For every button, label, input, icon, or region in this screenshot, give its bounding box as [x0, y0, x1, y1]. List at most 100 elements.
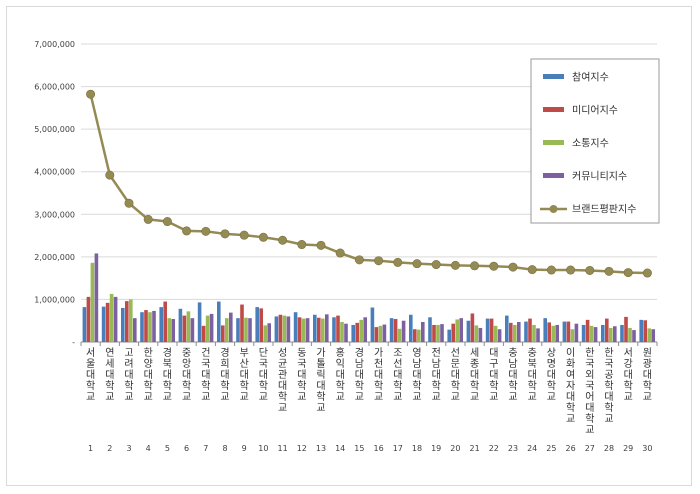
- line-point: [182, 226, 192, 236]
- legend-label: 브랜드평판지수: [572, 204, 636, 216]
- bar: [105, 302, 110, 342]
- bar: [378, 325, 383, 342]
- y-tick-label: -: [72, 338, 75, 347]
- bar: [628, 327, 632, 342]
- bar: [282, 315, 287, 342]
- bar: [409, 314, 413, 342]
- chart-frame: - 1,000,000 2,000,000 3,000,000 4,000,000 5,0…: [6, 6, 692, 486]
- bar: [267, 323, 271, 342]
- bar: [570, 329, 575, 342]
- bar: [589, 325, 594, 342]
- bar: [513, 324, 517, 342]
- bars: [82, 253, 655, 342]
- bar: [485, 318, 490, 342]
- bar: [417, 329, 421, 342]
- bar: [440, 324, 444, 342]
- y-tick-label: 1,000,000: [34, 295, 75, 304]
- bar: [325, 314, 329, 342]
- line-point: [143, 214, 153, 224]
- y-tick-label: 5,000,000: [34, 125, 75, 134]
- bar: [305, 318, 310, 342]
- bar: [609, 327, 613, 342]
- bar: [532, 324, 536, 342]
- x-rank-label: 12: [297, 444, 307, 453]
- bar: [413, 329, 417, 342]
- line-point: [546, 265, 556, 275]
- line-point: [489, 261, 499, 271]
- bar: [374, 327, 379, 342]
- bar: [624, 316, 628, 342]
- x-rank-label: 25: [546, 444, 556, 453]
- line-point: [335, 248, 345, 258]
- bar: [229, 312, 233, 342]
- bar: [109, 293, 114, 342]
- x-rank-label: 26: [566, 444, 576, 453]
- x-rank-label: 5: [165, 444, 170, 453]
- x-rank-label: 29: [623, 444, 633, 453]
- bar: [248, 318, 252, 342]
- bar: [601, 324, 605, 342]
- legend-marker: [549, 205, 558, 213]
- bar: [547, 322, 551, 342]
- bar: [259, 308, 263, 342]
- legend-swatch: [543, 107, 564, 112]
- x-rank-label: 16: [374, 444, 384, 453]
- bar: [536, 328, 540, 342]
- bar: [286, 316, 291, 342]
- line-point: [470, 261, 480, 271]
- line-point: [239, 230, 249, 240]
- bar: [459, 318, 463, 342]
- bar: [393, 319, 398, 342]
- bar: [163, 301, 167, 342]
- bar: [436, 324, 440, 342]
- x-axis-labels: 서 울 대 학 교 1 연 세 대 학 교 2 고 려 대 학 교 3 한 양 대 학 교 4 경 북 대 학 교 5 중 앙 대 학 교 6 건 국 대 학…: [86, 346, 652, 453]
- bar: [432, 324, 436, 342]
- bar: [278, 314, 283, 342]
- x-rank-label: 6: [184, 444, 189, 453]
- bar: [148, 312, 152, 342]
- bar: [113, 296, 118, 342]
- bar: [585, 319, 590, 342]
- bar: [263, 325, 267, 342]
- bar: [217, 301, 221, 342]
- line-point: [86, 89, 96, 99]
- bar: [82, 307, 87, 342]
- bar: [209, 313, 214, 342]
- bar: [551, 325, 555, 342]
- y-axis-ticks: - 1,000,000 2,000,000 3,000,000 4,000,000 5,0…: [34, 40, 75, 347]
- x-rank-label: 22: [489, 444, 499, 453]
- bar: [197, 302, 202, 342]
- bar: [447, 329, 451, 342]
- bar: [140, 312, 144, 342]
- bar: [167, 318, 171, 342]
- line-point: [450, 260, 460, 270]
- x-rank-label: 10: [258, 444, 268, 453]
- bar: [605, 318, 609, 342]
- x-rank-label: 18: [412, 444, 422, 453]
- bar: [505, 315, 509, 342]
- bar: [340, 321, 344, 342]
- bar: [336, 315, 340, 342]
- legend-swatch: [543, 140, 564, 145]
- bar: [493, 325, 498, 342]
- x-rank-label: 20: [450, 444, 460, 453]
